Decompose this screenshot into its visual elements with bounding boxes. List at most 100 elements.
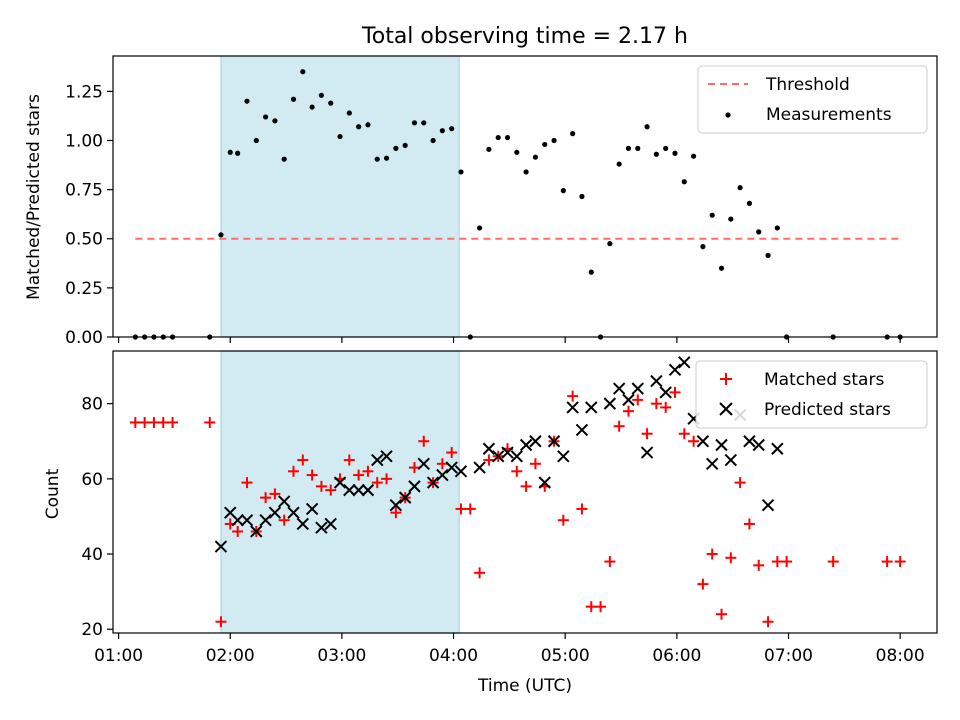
predicted-star-point <box>650 374 663 388</box>
matched-star-point <box>567 390 579 402</box>
matched-star-point <box>613 420 625 432</box>
predicted-stars-points <box>214 356 784 553</box>
matched-star-point <box>315 480 327 492</box>
matched-star-point <box>215 616 227 628</box>
top-legend: Threshold Measurements <box>697 65 928 134</box>
bottom-legend: Matched stars Predicted stars <box>695 360 928 429</box>
predicted-star-point <box>752 438 765 452</box>
bottom-y-ticks: 20 40 60 80 <box>81 395 113 640</box>
predicted-star-point <box>678 356 691 369</box>
top-y-ticks: 0.00 0.25 0.50 0.75 1.00 1.25 <box>65 82 113 348</box>
predicted-star-point <box>361 483 375 497</box>
matched-star-point <box>725 552 737 564</box>
bottom-legend-box <box>695 360 928 429</box>
measurement-point <box>300 69 306 75</box>
top-panel: 0.00 0.25 0.50 0.75 1.00 1.25 Matched/Predict… <box>24 55 938 348</box>
predicted-star-point <box>715 438 728 452</box>
matched-star-point <box>148 416 160 428</box>
matched-star-point <box>436 458 448 470</box>
predicted-star-point <box>482 442 496 455</box>
matched-star-point <box>716 608 728 620</box>
predicted-star-point <box>324 517 337 531</box>
measurement-point <box>449 126 455 132</box>
measurement-point <box>235 150 241 156</box>
predicted-star-point <box>436 468 449 482</box>
measurement-point <box>663 145 669 151</box>
measurement-point <box>737 185 743 191</box>
matched-star-point <box>557 514 569 526</box>
measurement-point <box>356 124 362 130</box>
predicted-star-point <box>491 450 505 463</box>
top-y-tick-label: 0.00 <box>65 328 103 348</box>
matched-star-point <box>343 454 355 466</box>
matched-star-point <box>204 416 216 428</box>
predicted-star-point <box>705 457 719 471</box>
matched-star-point <box>297 454 309 466</box>
x-tick-label: 03:00 <box>317 646 366 666</box>
x-tick-label: 08:00 <box>876 646 925 666</box>
measurement-point <box>709 212 715 218</box>
matched-star-point <box>288 465 300 477</box>
predicted-star-point <box>538 476 551 489</box>
measurement-point <box>244 98 250 104</box>
predicted-star-point <box>612 382 626 395</box>
measurement-point <box>635 145 641 151</box>
observing-span-rect <box>220 55 460 338</box>
predicted-star-point <box>771 442 784 455</box>
top-observing-span <box>220 55 460 338</box>
predicted-star-point <box>631 382 644 395</box>
measurement-point <box>774 225 780 231</box>
measurement-point <box>728 216 734 222</box>
predicted-star-point <box>296 517 310 531</box>
x-tick-label: 04:00 <box>429 646 478 666</box>
matched-star-point <box>697 578 709 590</box>
matched-star-point <box>881 556 893 568</box>
matched-star-point <box>362 465 374 477</box>
matched-star-point <box>595 601 607 613</box>
bottom-observing-span <box>220 350 460 634</box>
measurement-point <box>616 161 622 167</box>
measurement-point <box>402 142 408 149</box>
measurement-point <box>672 150 678 156</box>
measurement-point <box>218 232 224 238</box>
bottom-panel-frame <box>112 350 938 634</box>
predicted-star-point <box>743 435 756 448</box>
matched-star-point <box>771 556 783 568</box>
measurement-point <box>365 122 371 128</box>
predicted-star-point <box>240 513 254 527</box>
measurement-point <box>690 153 697 159</box>
predicted-star-point <box>445 461 458 474</box>
matched-star-point <box>157 416 169 428</box>
measurement-point <box>309 104 315 110</box>
matched-star-point <box>688 435 700 447</box>
measurement-point <box>486 146 492 152</box>
predicted-star-point <box>277 495 291 508</box>
matched-star-point <box>604 556 616 568</box>
measurement-point <box>272 118 278 124</box>
matched-star-point <box>650 398 662 410</box>
matched-star-point <box>464 503 476 515</box>
bottom-y-tick-label: 40 <box>81 545 103 565</box>
measurement-point <box>495 134 501 141</box>
matched-star-point <box>641 428 653 440</box>
measurement-point <box>653 151 659 157</box>
predicted-star-point <box>333 476 347 489</box>
measurement-point <box>681 179 687 185</box>
matched-star-point <box>353 469 365 481</box>
predicted-star-point <box>473 461 486 474</box>
bottom-y-axis-label: Count <box>43 468 63 519</box>
top-x-ticks <box>117 337 901 343</box>
measurement-point <box>374 156 380 162</box>
matched-star-point <box>408 462 420 474</box>
measurement-point <box>551 137 557 144</box>
bottom-y-tick-label: 20 <box>81 620 103 640</box>
measurement-point <box>458 169 464 175</box>
predicted-star-point <box>575 423 589 437</box>
measurement-point <box>532 154 539 160</box>
predicted-star-point <box>585 401 598 414</box>
predicted-star-point <box>343 483 356 497</box>
predicted-star-point <box>640 446 654 459</box>
matched-star-point <box>241 477 253 489</box>
measurement-point <box>700 244 706 250</box>
